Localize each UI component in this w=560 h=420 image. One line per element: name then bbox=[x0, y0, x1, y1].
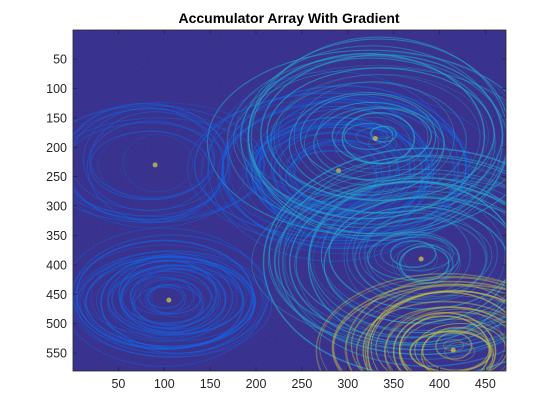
x-axis: 50 100 150 200 250 300 350 400 450 bbox=[111, 30, 496, 391]
y-tick-label: 150 bbox=[46, 111, 67, 125]
x-tick-label: 450 bbox=[475, 377, 496, 391]
y-tick-label: 400 bbox=[46, 258, 67, 272]
y-tick-label: 200 bbox=[46, 141, 67, 155]
x-tick-label: 400 bbox=[429, 377, 450, 391]
y-tick-label: 100 bbox=[46, 82, 67, 96]
y-axis: 50 100 150 200 250 300 350 400 450 500 550 bbox=[46, 53, 506, 361]
heatmap-grain bbox=[73, 30, 506, 371]
x-tick-label: 350 bbox=[383, 377, 404, 391]
x-tick-label: 50 bbox=[111, 377, 125, 391]
y-tick-label: 250 bbox=[46, 170, 67, 184]
y-tick-label: 350 bbox=[46, 229, 67, 243]
x-tick-label: 250 bbox=[291, 377, 312, 391]
axes-box bbox=[72, 29, 507, 372]
y-tick-label: 300 bbox=[46, 200, 67, 214]
plot-area bbox=[72, 29, 507, 372]
y-tick-label: 450 bbox=[46, 288, 67, 302]
y-tick-label: 500 bbox=[46, 317, 67, 331]
x-tick-label: 300 bbox=[337, 377, 358, 391]
x-tick-label: 100 bbox=[154, 377, 175, 391]
x-tick-label: 150 bbox=[200, 377, 221, 391]
chart-title: Accumulator Array With Gradient bbox=[178, 10, 399, 26]
x-tick-label: 200 bbox=[246, 377, 267, 391]
y-tick-label: 550 bbox=[46, 347, 67, 361]
y-tick-label: 50 bbox=[53, 53, 67, 67]
